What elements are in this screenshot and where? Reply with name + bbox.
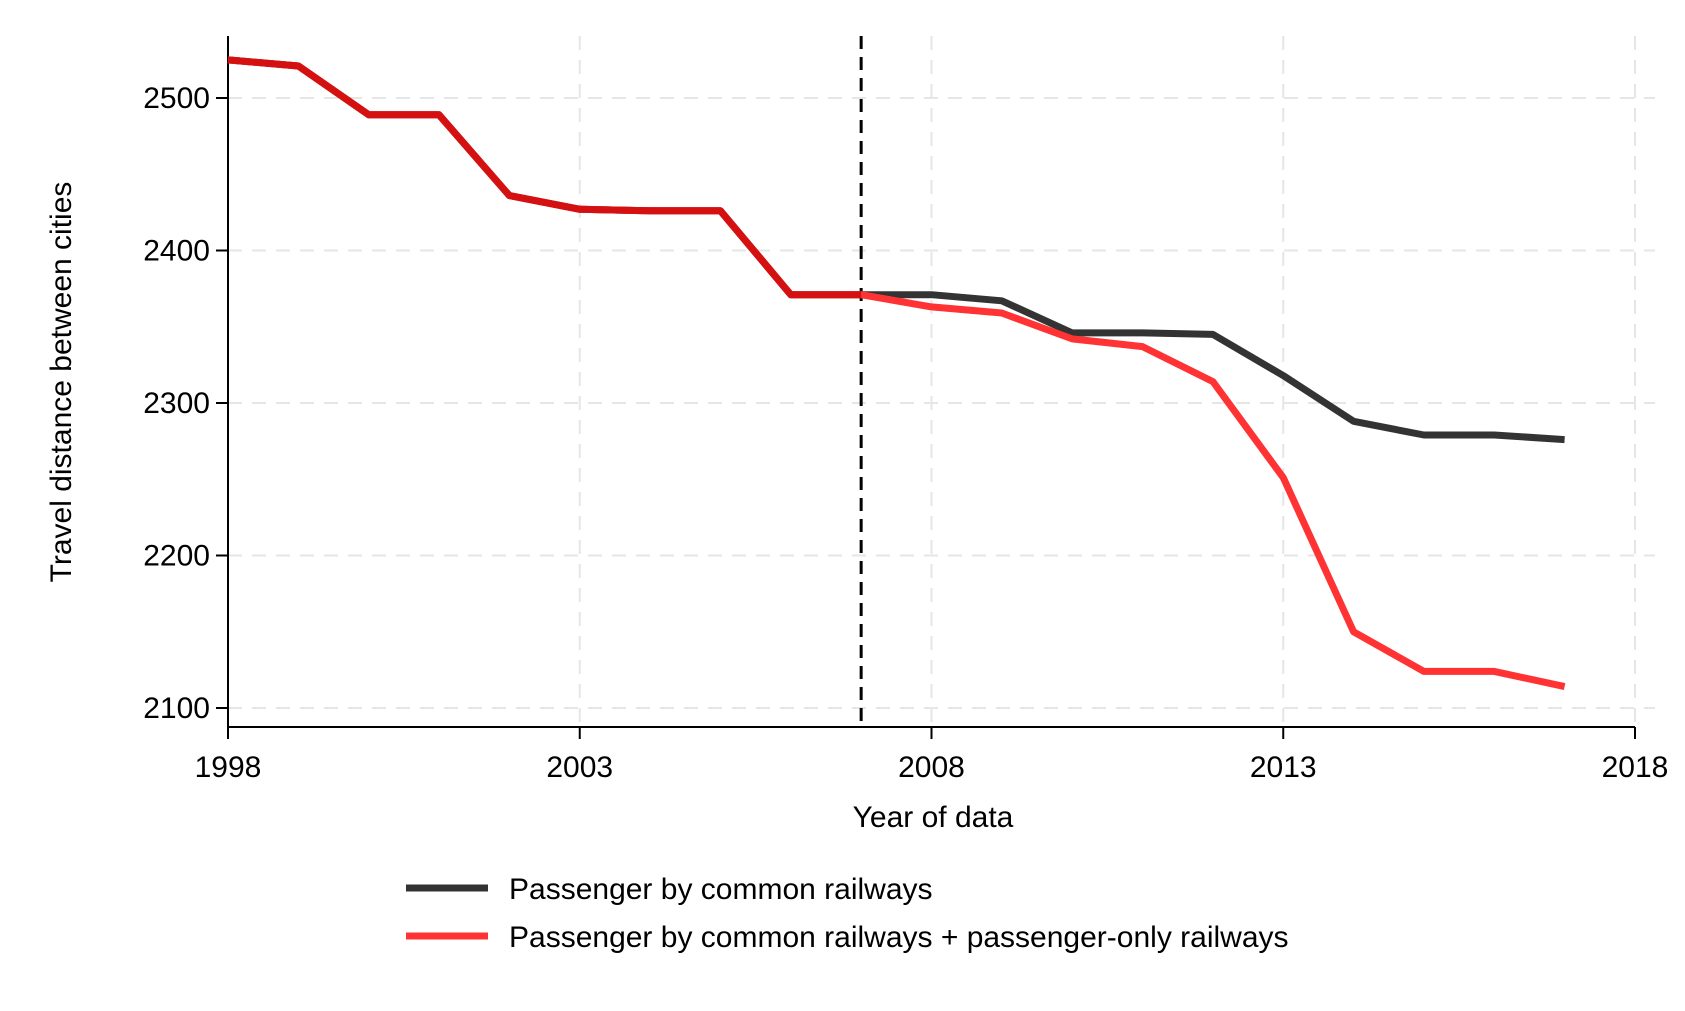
series-lines bbox=[227, 56, 1566, 691]
y-tick-label-2: 2300 bbox=[143, 387, 210, 420]
y-tick-label-3: 2400 bbox=[143, 235, 210, 268]
legend-label-combined: Passenger by common railways + passenger… bbox=[509, 921, 1289, 954]
series-line-1 bbox=[227, 56, 1566, 691]
x-axis-title: Year of data bbox=[853, 801, 1014, 834]
axis-ticks: 2100 2200 2300 2400 2500 1998 2003 2008 2013 2018 bbox=[143, 82, 1668, 784]
legend-label-common: Passenger by common railways bbox=[509, 873, 933, 906]
legend: Passenger by common railways Passenger b… bbox=[406, 873, 1289, 954]
x-tick-label-4: 2018 bbox=[1602, 751, 1669, 784]
x-tick-label-2: 2008 bbox=[898, 751, 965, 784]
x-tick-label-0: 1998 bbox=[195, 751, 262, 784]
x-tick-label-3: 2013 bbox=[1250, 751, 1317, 784]
y-axis-title: Travel distance between cities bbox=[45, 182, 78, 583]
y-tick-label-0: 2100 bbox=[143, 692, 210, 725]
series-overlap-line bbox=[227, 56, 862, 299]
grid-lines bbox=[227, 36, 1655, 727]
y-tick-label-4: 2500 bbox=[143, 82, 210, 115]
y-tick-label-1: 2200 bbox=[143, 540, 210, 573]
x-tick-label-1: 2003 bbox=[546, 751, 613, 784]
